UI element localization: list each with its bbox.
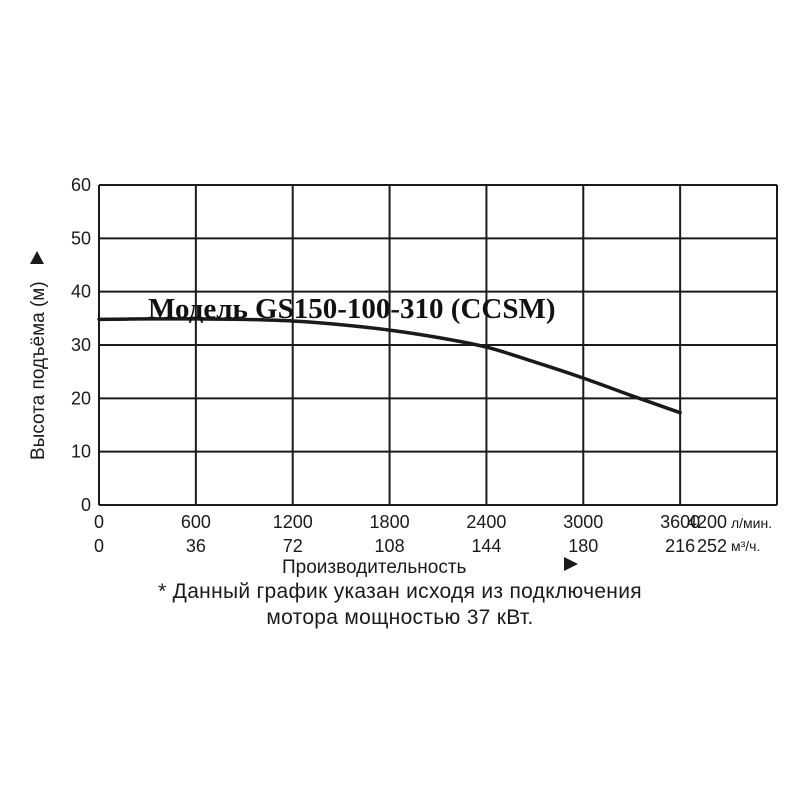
x-tick-label-m3h: 0 (94, 536, 104, 556)
footnote-line-1: * Данный график указан исходя из подключ… (158, 580, 642, 603)
x-axis-arrow-icon (564, 557, 578, 571)
x-axis-title-group: Производительность (282, 557, 578, 578)
y-tick-label: 40 (71, 282, 91, 302)
y-tick-label: 60 (71, 175, 91, 195)
x-unit-primary: л/мин. (731, 515, 772, 531)
x-tick-label-m3h: 36 (186, 536, 206, 556)
x-unit-secondary: м³/ч. (731, 538, 760, 554)
x-tick-label-lmin: 1800 (370, 512, 410, 532)
x-tick-label-m3h: 216 (665, 536, 695, 556)
y-tick-label: 10 (71, 442, 91, 462)
x-tick-label-lmin: 4200 (687, 512, 727, 532)
y-axis-title: Высота подъёма (м) (28, 281, 49, 460)
series-line-head (97, 317, 682, 415)
x-tick-label-lmin: 0 (94, 512, 104, 532)
x-axis-title: Производительность (282, 557, 467, 578)
x-tick-label-lmin: 1200 (273, 512, 313, 532)
x-axis-ticks-m3h: 0 36 72 108 144 180 216 252 (94, 536, 727, 556)
chart-title: Модель GS150-100-310 (CCSM) (148, 293, 556, 325)
x-tick-label-m3h: 180 (568, 536, 598, 556)
y-axis-title-group: Высота подъёма (м) (28, 251, 49, 460)
x-tick-label-lmin: 3000 (563, 512, 603, 532)
x-tick-label-m3h: 252 (697, 536, 727, 556)
x-tick-label-m3h: 108 (375, 536, 405, 556)
y-tick-label: 0 (81, 495, 91, 515)
chart-grid (98, 184, 778, 506)
y-tick-label: 30 (71, 335, 91, 355)
footnote-line-2: мотора мощностью 37 кВт. (266, 606, 534, 629)
y-tick-label: 50 (71, 228, 91, 248)
x-tick-label-lmin: 2400 (466, 512, 506, 532)
x-tick-label-m3h: 72 (283, 536, 303, 556)
x-tick-label-lmin: 3600 (660, 512, 700, 532)
y-tick-label: 20 (71, 388, 91, 408)
y-axis-ticks: 0 10 20 30 40 50 60 (71, 175, 91, 515)
x-tick-label-lmin: 600 (181, 512, 211, 532)
x-tick-label-m3h: 144 (471, 536, 501, 556)
y-axis-arrow-icon (30, 251, 44, 264)
